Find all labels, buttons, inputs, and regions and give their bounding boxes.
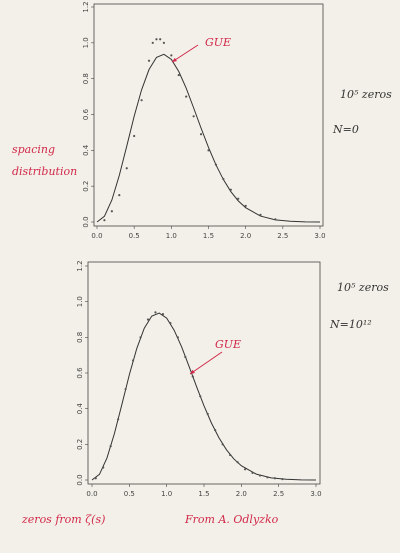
annotation-arrow: [171, 44, 199, 63]
data-point: [229, 453, 232, 457]
annotation: zeros from ζ(s): [21, 513, 105, 526]
data-point: [94, 477, 97, 480]
annotation: N=0: [332, 123, 359, 136]
x-tick-label: 0.5: [129, 232, 140, 240]
gue-curve: [96, 53, 321, 223]
data-point: [229, 188, 232, 191]
x-tick-label: 0.5: [124, 490, 135, 498]
data-point: [199, 133, 203, 136]
data-point: [117, 418, 120, 421]
data-point: [258, 474, 262, 477]
data-point: [214, 163, 218, 166]
y-tick-label: 0.8: [82, 73, 90, 84]
data-point: [243, 468, 247, 471]
data-point: [237, 197, 240, 200]
x-tick-label: 3.0: [314, 232, 325, 240]
data-point: [170, 54, 173, 57]
data-point: [124, 387, 127, 391]
data-point: [140, 99, 143, 102]
data-point: [259, 213, 262, 216]
data-point: [199, 395, 202, 398]
data-point: [139, 336, 142, 339]
arrow-head: [172, 57, 177, 62]
y-tick-label: 0.4: [76, 403, 84, 415]
x-tick-label: 2.5: [273, 490, 284, 498]
y-tick-label: 0.2: [82, 181, 90, 192]
x-tick-label: 0.0: [91, 232, 102, 240]
data-point: [147, 59, 151, 62]
data-point: [131, 359, 135, 362]
y-tick-label: 0.4: [82, 144, 90, 156]
data-point: [169, 321, 172, 325]
data-point: [161, 313, 165, 316]
data-point: [125, 167, 128, 170]
annotation: 10⁵ zeros: [337, 281, 389, 294]
x-tick-label: 2.0: [240, 232, 251, 240]
y-tick-label: 0.0: [76, 474, 84, 485]
annotation: GUE: [215, 338, 241, 351]
x-tick-label: 1.0: [161, 490, 172, 498]
y-tick-label: 0.2: [76, 439, 84, 450]
data-point: [184, 355, 187, 359]
data-point: [236, 461, 239, 464]
annotation: N=10¹²: [329, 318, 372, 331]
x-tick-label: 3.0: [310, 490, 321, 498]
data-point: [146, 318, 150, 321]
annotation: 10⁵ zeros: [340, 88, 392, 101]
annotation: From A. Odlyzko: [184, 513, 279, 526]
y-tick-label: 0.6: [76, 367, 84, 379]
data-point: [162, 41, 165, 44]
data-point: [192, 115, 195, 118]
data-point: [103, 219, 106, 222]
data-point: [176, 336, 179, 339]
data-point: [151, 41, 154, 44]
y-tick-label: 1.2: [76, 260, 84, 271]
x-tick-label: 0.0: [86, 490, 97, 498]
x-tick-label: 2.0: [236, 490, 247, 498]
y-tick-label: 0.6: [82, 108, 90, 120]
y-tick-label: 1.0: [82, 37, 90, 48]
data-point: [274, 218, 277, 221]
data-point: [222, 177, 225, 181]
data-point: [133, 134, 136, 138]
data-point: [281, 478, 284, 481]
y-tick-label: 1.0: [76, 296, 84, 307]
annotation-arrow: [189, 351, 223, 375]
data-point: [155, 38, 158, 41]
x-tick-label: 1.5: [198, 490, 209, 498]
data-point: [206, 412, 209, 416]
x-tick-label: 2.5: [277, 232, 288, 240]
y-tick-label: 0.8: [76, 332, 84, 343]
annotation: distribution: [12, 165, 77, 178]
data-point: [159, 38, 162, 41]
data-point: [110, 210, 113, 213]
data-point: [109, 445, 112, 448]
data-point: [207, 149, 210, 152]
data-point: [244, 204, 247, 207]
data-point: [118, 194, 121, 197]
data-point: [251, 471, 254, 474]
data-point: [266, 476, 269, 479]
data-point: [221, 443, 224, 446]
annotation: spacing: [12, 143, 55, 156]
data-point: [185, 95, 188, 98]
x-tick-label: 1.0: [166, 232, 177, 240]
x-tick-label: 1.5: [203, 232, 214, 240]
y-tick-label: 0.0: [82, 216, 90, 227]
data-point: [154, 311, 157, 314]
data-point: [214, 428, 217, 432]
data-point: [102, 466, 105, 469]
data-point: [273, 477, 277, 480]
arrow-head: [190, 369, 195, 374]
data-point: [177, 73, 180, 77]
y-tick-label: 1.2: [82, 1, 90, 12]
annotation: GUE: [205, 36, 231, 49]
data-point: [191, 375, 194, 378]
